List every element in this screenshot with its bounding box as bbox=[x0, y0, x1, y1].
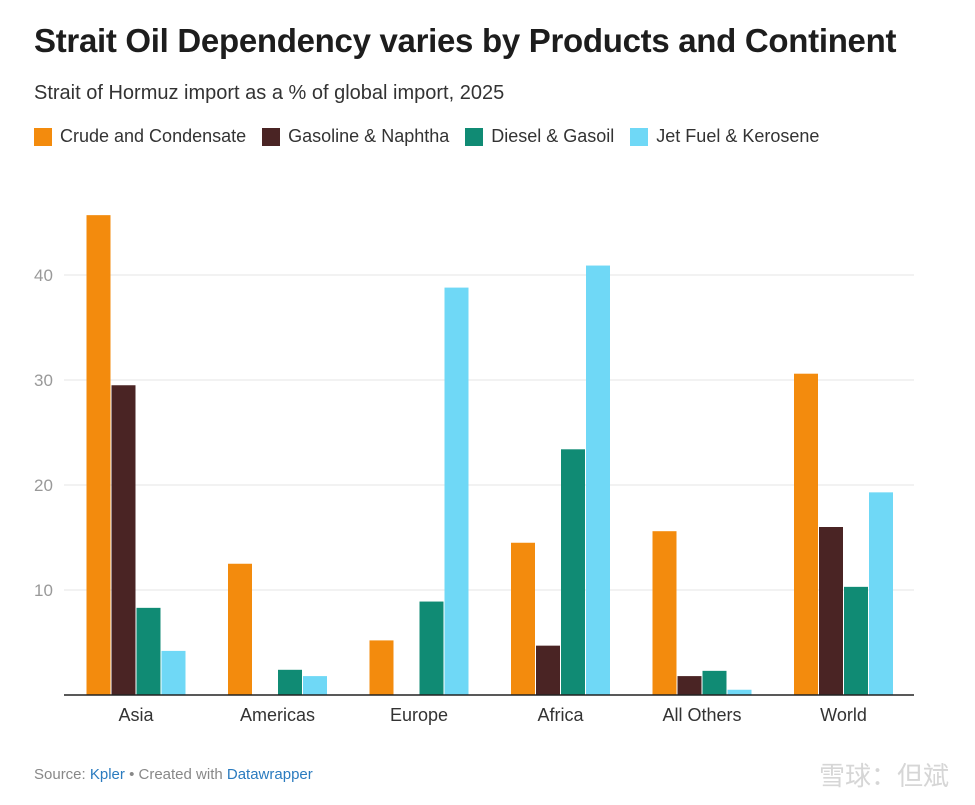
x-tick-label-world: World bbox=[820, 705, 867, 725]
y-tick-label-30: 30 bbox=[34, 371, 53, 390]
legend-label-gasoline: Gasoline & Naphtha bbox=[288, 126, 450, 146]
bar-europe-1 bbox=[369, 640, 394, 695]
bar-asia-1 bbox=[86, 215, 111, 695]
footer: Source: Kpler • Created with Datawrapper bbox=[34, 766, 313, 783]
bar-asia-2 bbox=[111, 385, 136, 695]
chart-subtitle: Strait of Hormuz import as a % of global… bbox=[34, 82, 505, 104]
x-tick-label-europe: Europe bbox=[390, 705, 448, 725]
bar-all-others-1 bbox=[652, 531, 677, 695]
legend-item-gasoline: Gasoline & Naphtha bbox=[262, 126, 449, 147]
source-link[interactable]: Kpler bbox=[89, 766, 125, 783]
datawrapper-link[interactable]: Datawrapper bbox=[226, 766, 313, 783]
bar-world-1 bbox=[794, 373, 818, 695]
legend-item-jet: Jet Fuel & Kerosene bbox=[630, 126, 819, 147]
credit-separator: • Created with bbox=[124, 766, 227, 783]
bar-world-3 bbox=[844, 586, 868, 695]
legend-swatch-diesel bbox=[465, 127, 484, 146]
x-tick-label-asia: Asia bbox=[118, 705, 154, 725]
watermark: 雪球：但斌 bbox=[818, 762, 949, 792]
y-tick-label-10: 10 bbox=[34, 581, 53, 600]
x-tick-label-all-others: All Others bbox=[662, 705, 741, 725]
bar-europe-4 bbox=[444, 287, 469, 695]
bar-africa-1 bbox=[511, 542, 535, 695]
bar-americas-4 bbox=[303, 676, 327, 695]
legend-label-diesel: Diesel & Gasoil bbox=[491, 126, 615, 146]
legend-item-diesel: Diesel & Gasoil bbox=[465, 126, 614, 147]
legend-label-crude: Crude and Condensate bbox=[60, 126, 247, 146]
legend: Crude and Condensate Gasoline & Naphtha … bbox=[34, 126, 835, 147]
bar-europe-3 bbox=[419, 601, 444, 695]
bar-all-others-2 bbox=[677, 676, 702, 695]
legend-swatch-crude bbox=[34, 127, 52, 146]
bar-africa-2 bbox=[536, 645, 560, 695]
legend-label-jet: Jet Fuel & Kerosene bbox=[656, 126, 820, 146]
bar-asia-4 bbox=[161, 650, 186, 695]
x-tick-label-americas: Americas bbox=[240, 705, 315, 725]
x-tick-label-africa: Africa bbox=[537, 705, 584, 725]
bar-world-2 bbox=[819, 527, 843, 695]
bar-africa-3 bbox=[561, 449, 585, 695]
y-tick-label-20: 20 bbox=[34, 476, 53, 495]
bar-world-4 bbox=[869, 492, 893, 695]
bar-americas-1 bbox=[228, 563, 252, 695]
bar-all-others-3 bbox=[702, 670, 727, 695]
source-label: Source: bbox=[34, 766, 90, 783]
bar-americas-3 bbox=[278, 669, 302, 695]
bar-asia-3 bbox=[136, 607, 161, 695]
legend-item-crude: Crude and Condensate bbox=[34, 126, 246, 147]
y-tick-label-40: 40 bbox=[34, 266, 53, 285]
legend-swatch-jet bbox=[630, 127, 649, 146]
bar-africa-4 bbox=[586, 265, 610, 695]
bar-all-others-4 bbox=[727, 689, 752, 695]
legend-swatch-gasoline bbox=[262, 127, 281, 146]
chart-title: Strait Oil Dependency varies by Products… bbox=[34, 22, 897, 59]
